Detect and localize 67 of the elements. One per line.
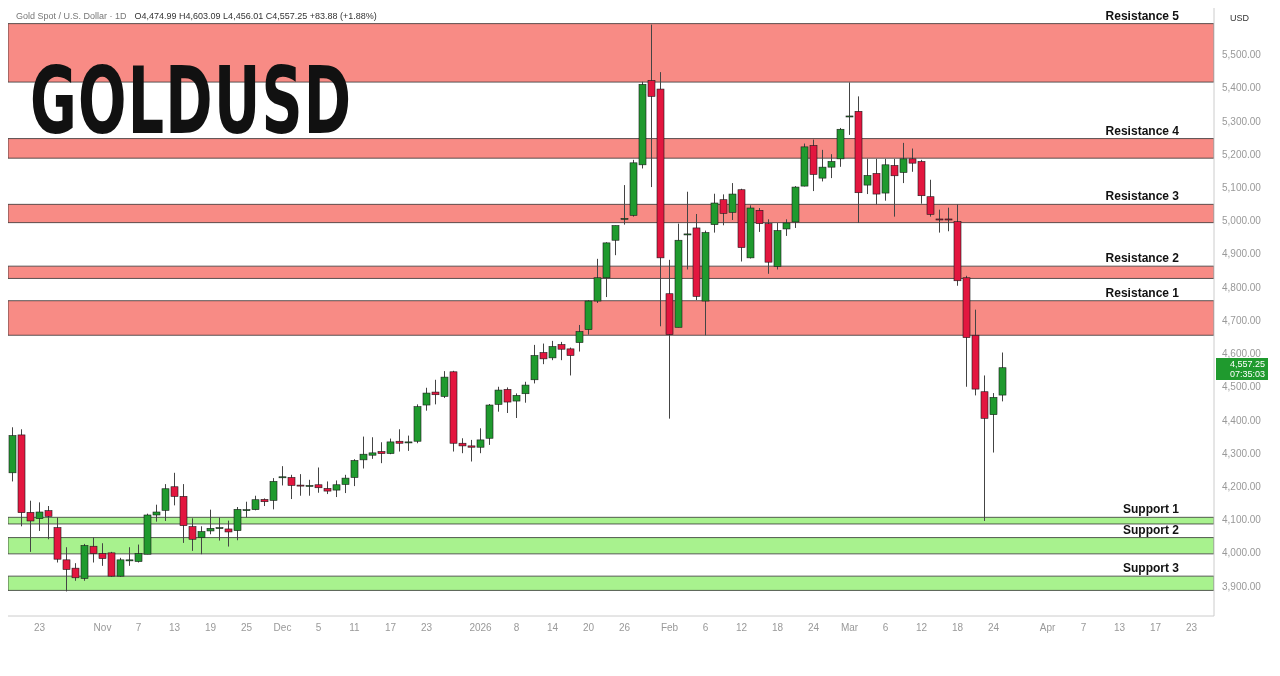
band-label: Support 1 [1123,502,1180,517]
x-tick-label: 25 [240,622,253,634]
y-tick-label: 4,600.00 [1222,348,1262,360]
y-tick-label: 5,200.00 [1222,148,1262,160]
x-tick-label: 11 [349,622,361,634]
x-tick-label: 18 [771,622,784,634]
x-tick-label: 2026 [469,622,493,634]
x-tick-label: 26 [618,622,631,634]
y-tick-label: 4,300.00 [1222,447,1262,459]
x-tick-label: 14 [546,622,559,634]
x-tick-label: 6 [882,622,889,634]
chart-subtitle: Gold Spot / U.S. Dollar · 1D [16,11,127,21]
y-tick-label: 3,900.00 [1222,580,1262,592]
x-tick-label: 23 [33,622,46,634]
candlestick [620,184,629,226]
x-tick-label: 7 [1080,622,1087,634]
text: 07:35:03 [1228,368,1265,379]
band-label: Resistance 5 [1105,8,1180,23]
x-tick-label: 13 [168,622,181,634]
band-label: Support 2 [1123,522,1180,537]
x-tick-label: 18 [951,622,964,634]
annotation: O4,474.99 H4,603.09 L4,456.01 C4,557.25 +83.88 (+1.88%) [134,11,377,21]
y-axis-title: USD [1230,13,1250,23]
x-tick-label: 24 [807,622,820,634]
y-tick-label: 4,900.00 [1222,248,1262,260]
x-tick-label: 23 [1185,622,1198,634]
x-tick-label: 12 [735,622,748,634]
y-tick-label: 4,200.00 [1222,480,1262,492]
x-tick-label: Apr [1039,622,1056,634]
band-label: Support 3 [1123,561,1180,576]
y-tick-label: 4,500.00 [1222,381,1262,393]
candlestick [926,179,935,218]
y-tick-label: 5,500.00 [1222,49,1262,61]
y-tick-label: 4,800.00 [1222,281,1262,293]
x-tick-label: 8 [513,622,520,634]
x-tick-label: Feb [660,622,679,634]
candlestick [575,324,584,353]
y-tick-label: 5,000.00 [1222,215,1262,227]
x-tick-label: Dec [273,622,292,634]
x-tick-label: 7 [135,622,142,634]
y-tick-label: 4,000.00 [1222,547,1262,559]
x-tick-label: Mar [840,622,859,634]
x-tick-label: 20 [582,622,595,634]
y-tick-label: 4,400.00 [1222,414,1262,426]
x-tick-label: 23 [420,622,433,634]
y-tick-label: 5,300.00 [1222,115,1262,127]
band-label: Resistance 3 [1105,189,1180,204]
x-tick-label: 19 [204,622,217,634]
text: GOLDUSD [30,48,353,155]
x-tick-label: 12 [915,622,928,634]
candlestick [521,381,530,404]
x-tick-label: 5 [315,622,322,634]
x-tick-label: Nov [93,622,112,634]
x-tick-label: 6 [702,622,709,634]
y-tick-label: 4,100.00 [1222,514,1262,526]
band-label: Resistance 2 [1105,251,1180,266]
x-tick-label: 24 [987,622,1000,634]
x-tick-label: 17 [1149,622,1162,634]
candlestick [611,225,620,256]
band-label: Resistance 1 [1105,285,1180,300]
y-tick-label: 5,400.00 [1222,82,1262,94]
y-tick-label: 4,700.00 [1222,314,1262,326]
x-tick-label: 13 [1113,622,1126,634]
x-tick-label: 17 [384,622,397,634]
y-tick-label: 5,100.00 [1222,181,1262,193]
text: 4,557.25 [1228,358,1265,369]
band-label: Resistance 4 [1105,123,1180,138]
